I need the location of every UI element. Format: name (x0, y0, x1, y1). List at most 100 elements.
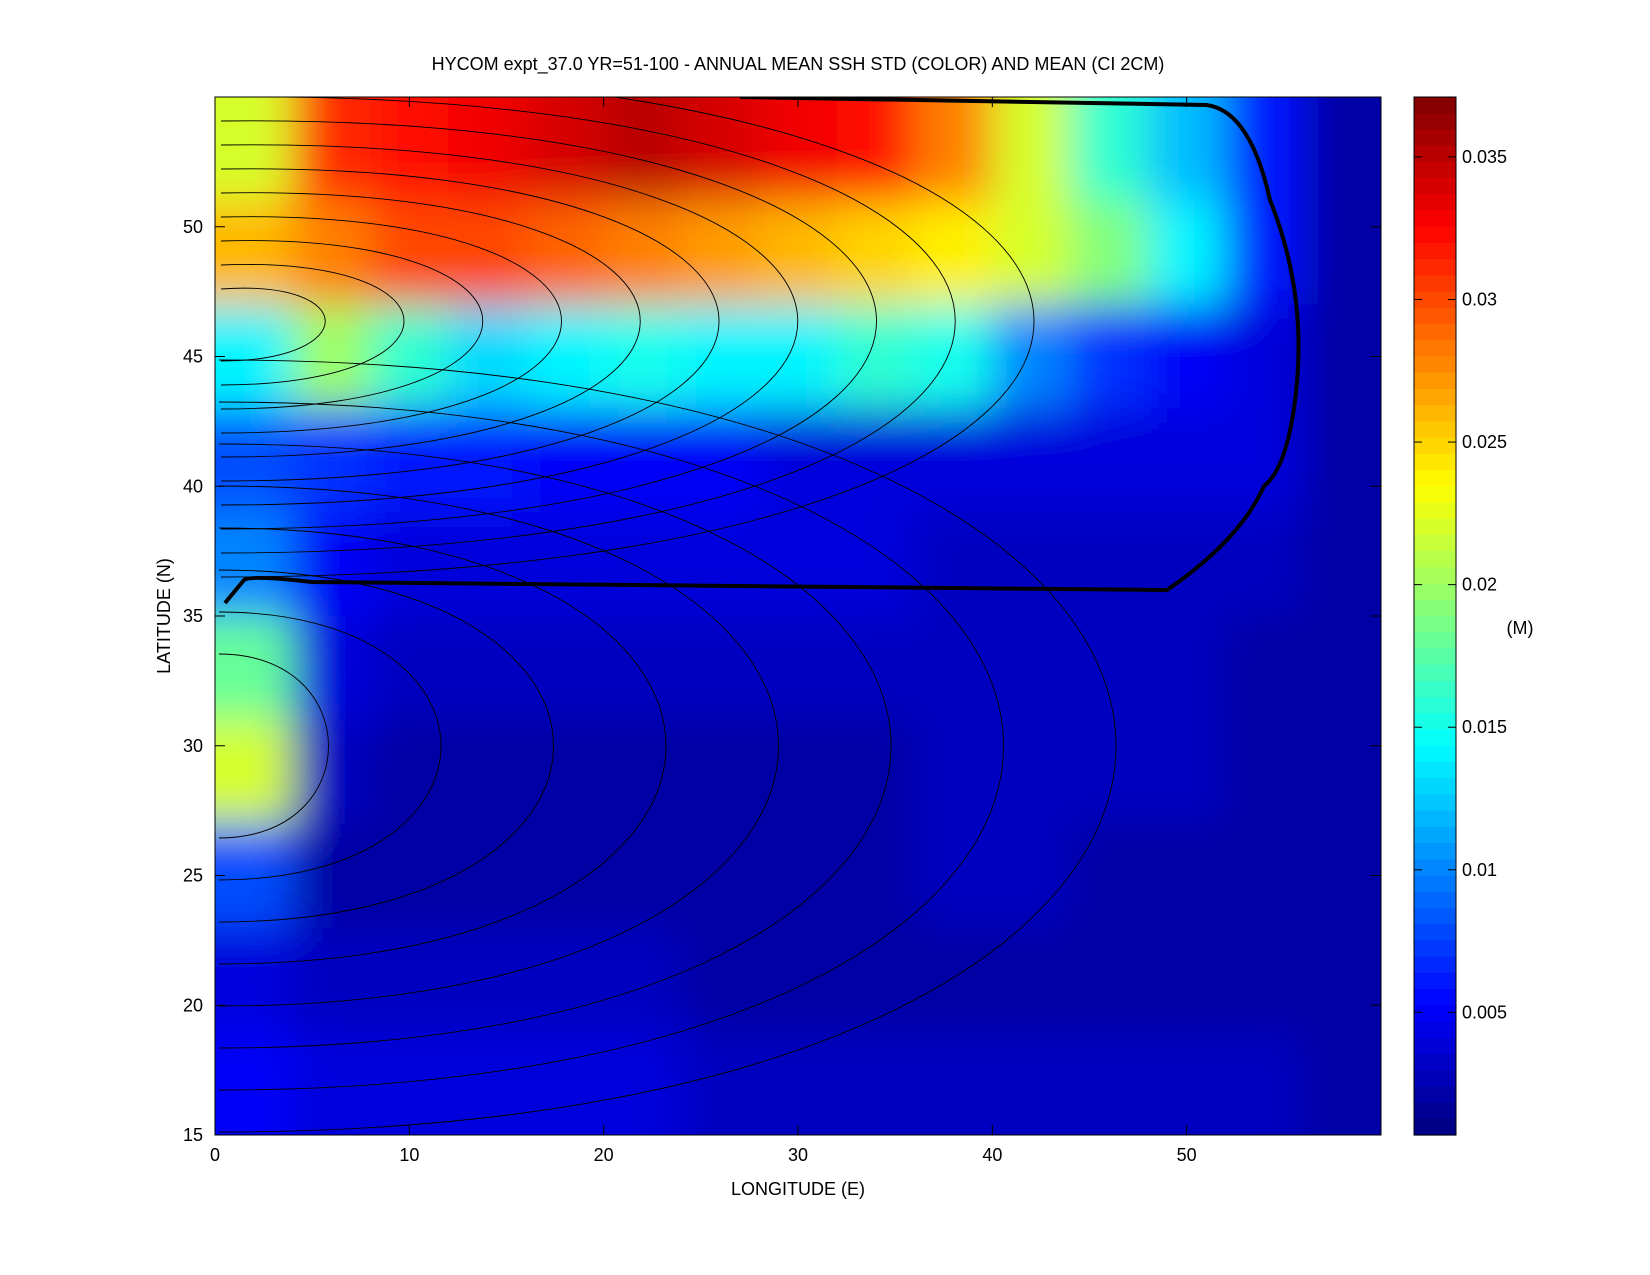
heatmap-cell (759, 304, 838, 409)
colorbar-segment (1414, 259, 1456, 277)
colorbar-frame (1413, 96, 1457, 1136)
colorbar-tick-label: 0.025 (1462, 432, 1507, 452)
heatmap-cell (836, 200, 916, 306)
heatmap-cell (992, 1031, 1071, 1135)
contour-line (218, 443, 892, 1049)
colorbar-segment (1414, 843, 1456, 860)
colorbar-segment (1414, 226, 1456, 244)
heatmap-cell (1225, 1031, 1304, 1135)
colorbar-segment (1414, 324, 1456, 341)
heatmap-cell (448, 512, 527, 617)
heatmap-cell (992, 719, 1071, 825)
heatmap-cell (525, 200, 605, 306)
colorbar-segment (1414, 242, 1456, 260)
heatmap-cell (292, 408, 371, 513)
colorbar-segment (1414, 210, 1456, 228)
heatmap-cell (525, 719, 605, 825)
colorbar-segment (1414, 745, 1456, 763)
y-tick-label: 50 (183, 217, 203, 237)
heatmap-cell (1225, 616, 1304, 721)
colorbar-segment (1414, 145, 1456, 163)
heatmap-cell (1303, 408, 1381, 513)
colorbar-segment (1414, 616, 1456, 633)
heatmap-cell (914, 927, 993, 1032)
heatmap-cell (1303, 1031, 1381, 1135)
heatmap-cell (1147, 408, 1227, 513)
heatmap-cell (525, 512, 605, 617)
colorbar-segment (1414, 826, 1456, 844)
colorbar-segment (1414, 810, 1456, 828)
colorbar-segment (1414, 486, 1456, 504)
colorbar-segment (1414, 1070, 1456, 1087)
heatmap-cell (370, 823, 449, 928)
heatmap-cell (681, 927, 760, 1032)
contour-line (218, 359, 1117, 1133)
heatmap-cell (1303, 97, 1381, 202)
heatmap-cell (1070, 1031, 1149, 1135)
colorbar-segment (1414, 372, 1456, 390)
colorbar-segment (1414, 583, 1456, 601)
heatmap-cell (292, 616, 371, 721)
heatmap-cell (759, 200, 838, 306)
colorbar-tick-label: 0.035 (1462, 147, 1507, 167)
contour-line (220, 168, 720, 482)
heatmap (215, 97, 1381, 1135)
heatmap-cell (215, 1031, 294, 1135)
contour-line (218, 401, 1004, 1091)
colorbar-segment (1414, 567, 1456, 585)
heatmap-cell (836, 719, 916, 825)
colorbar-segment (1414, 956, 1456, 974)
heatmap-cell (1303, 823, 1381, 928)
heatmap-cell (1070, 616, 1149, 721)
contour-line (220, 192, 641, 458)
colorbar-segment (1414, 794, 1456, 812)
heatmap-cell (1225, 719, 1304, 825)
heatmap-cell (992, 616, 1071, 721)
contour-line (220, 216, 562, 434)
heatmap-cell (215, 200, 294, 306)
heatmap-cell (914, 616, 993, 721)
heatmap-cell (603, 927, 682, 1032)
heatmap-cell (448, 304, 527, 409)
heatmap-cell (1225, 304, 1304, 409)
heatmap-cell (681, 97, 760, 202)
heatmap-cell (914, 512, 993, 617)
heatmap-cell (1147, 616, 1227, 721)
heatmap-cell (1147, 97, 1227, 202)
contour-line (218, 653, 329, 839)
heatmap-cell (1147, 927, 1227, 1032)
heatmap-cell (836, 1031, 916, 1135)
heatmap-cell (836, 616, 916, 721)
heatmap-cell (1070, 304, 1149, 409)
x-tick-label: 40 (982, 1145, 1002, 1165)
colorbar (1414, 97, 1456, 1136)
colorbar-segment (1414, 1005, 1456, 1023)
heatmap-cell (992, 408, 1071, 513)
y-axis-label: LATITUDE (N) (154, 558, 174, 674)
colorbar-segment (1414, 664, 1456, 682)
x-tick-label: 10 (399, 1145, 419, 1165)
heatmap-cell (759, 823, 838, 928)
colorbar-segment (1414, 778, 1456, 796)
colorbar-segment (1414, 340, 1456, 358)
heatmap-cell (370, 304, 449, 409)
heatmap-cell (603, 719, 682, 825)
heatmap-cell (1147, 823, 1227, 928)
colorbar-segment (1414, 291, 1456, 309)
heatmap-cell (292, 200, 371, 306)
colorbar-segment (1414, 697, 1456, 714)
colorbar-segment (1414, 1021, 1456, 1039)
heatmap-cell (1070, 823, 1149, 928)
heatmap-cell (603, 823, 682, 928)
heatmap-cell (292, 97, 371, 202)
heatmap-cell (448, 1031, 527, 1135)
heatmap-cell (525, 616, 605, 721)
colorbar-segment (1414, 729, 1456, 747)
colorbar-segment (1414, 1053, 1456, 1071)
heatmap-cell (525, 1031, 605, 1135)
contour-line (220, 287, 326, 362)
x-tick-label: 50 (1177, 1145, 1197, 1165)
colorbar-segment (1414, 307, 1456, 325)
heatmap-cell (1303, 927, 1381, 1032)
